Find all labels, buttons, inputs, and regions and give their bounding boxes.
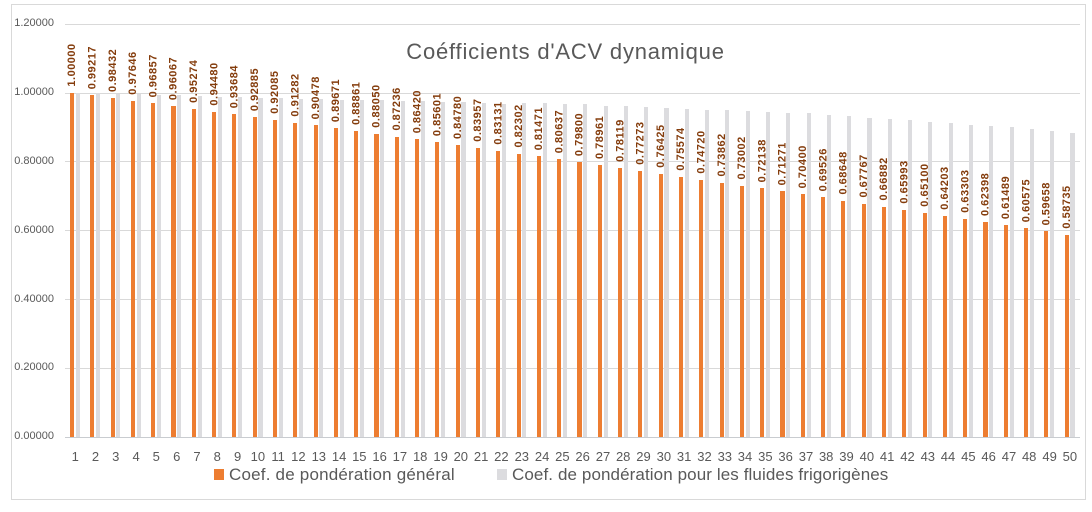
svg-text:0.98432: 0.98432 (107, 49, 119, 92)
svg-text:0.65993: 0.65993 (899, 160, 911, 203)
svg-text:0.68648: 0.68648 (838, 151, 850, 194)
svg-text:0.83131: 0.83131 (493, 101, 505, 144)
svg-text:0.72138: 0.72138 (756, 139, 768, 182)
svg-text:0.88861: 0.88861 (350, 82, 362, 125)
svg-text:0.70400: 0.70400 (797, 145, 809, 188)
svg-text:0.74720: 0.74720 (696, 130, 708, 173)
svg-text:0.69526: 0.69526 (817, 148, 829, 191)
svg-text:0.58735: 0.58735 (1061, 185, 1073, 228)
svg-text:0.94480: 0.94480 (208, 62, 220, 105)
svg-text:0.79800: 0.79800 (574, 113, 586, 156)
svg-text:0.73862: 0.73862 (716, 133, 728, 176)
svg-text:0.92085: 0.92085 (269, 71, 281, 114)
svg-text:0.84780: 0.84780 (452, 96, 464, 139)
svg-text:0.85601: 0.85601 (432, 93, 444, 136)
svg-text:0.97646: 0.97646 (127, 51, 139, 94)
svg-text:0.60575: 0.60575 (1020, 179, 1032, 222)
svg-text:0.75574: 0.75574 (675, 127, 687, 171)
svg-text:0.96857: 0.96857 (147, 54, 159, 97)
svg-text:0.81471: 0.81471 (533, 107, 545, 150)
svg-text:0.63303: 0.63303 (959, 170, 971, 213)
svg-text:0.77273: 0.77273 (635, 122, 647, 165)
svg-text:0.78961: 0.78961 (594, 116, 606, 159)
svg-text:0.87236: 0.87236 (391, 87, 403, 130)
svg-text:0.93684: 0.93684 (229, 65, 241, 109)
svg-text:0.89671: 0.89671 (330, 79, 342, 122)
svg-text:0.65100: 0.65100 (919, 163, 931, 206)
svg-text:0.66882: 0.66882 (878, 157, 890, 200)
svg-text:0.78119: 0.78119 (614, 119, 626, 162)
svg-text:0.64203: 0.64203 (939, 166, 951, 209)
svg-text:0.67767: 0.67767 (858, 154, 870, 197)
svg-text:0.71271: 0.71271 (777, 142, 789, 185)
svg-text:0.95274: 0.95274 (188, 59, 200, 103)
svg-text:0.99217: 0.99217 (87, 46, 99, 89)
svg-text:0.80637: 0.80637 (553, 110, 565, 153)
svg-text:0.61489: 0.61489 (1000, 176, 1012, 219)
svg-text:0.59658: 0.59658 (1041, 182, 1053, 225)
svg-text:0.73002: 0.73002 (736, 136, 748, 179)
svg-text:0.96067: 0.96067 (168, 57, 180, 100)
svg-text:0.82302: 0.82302 (513, 104, 525, 147)
svg-text:0.88050: 0.88050 (371, 84, 383, 127)
svg-text:0.62398: 0.62398 (980, 173, 992, 216)
svg-text:0.90478: 0.90478 (310, 76, 322, 119)
svg-text:0.91282: 0.91282 (290, 73, 302, 116)
svg-text:0.83957: 0.83957 (472, 99, 484, 142)
svg-text:0.92885: 0.92885 (249, 68, 261, 111)
svg-text:0.76425: 0.76425 (655, 124, 667, 167)
svg-text:1.00000: 1.00000 (66, 43, 78, 86)
svg-text:0.86420: 0.86420 (411, 90, 423, 133)
